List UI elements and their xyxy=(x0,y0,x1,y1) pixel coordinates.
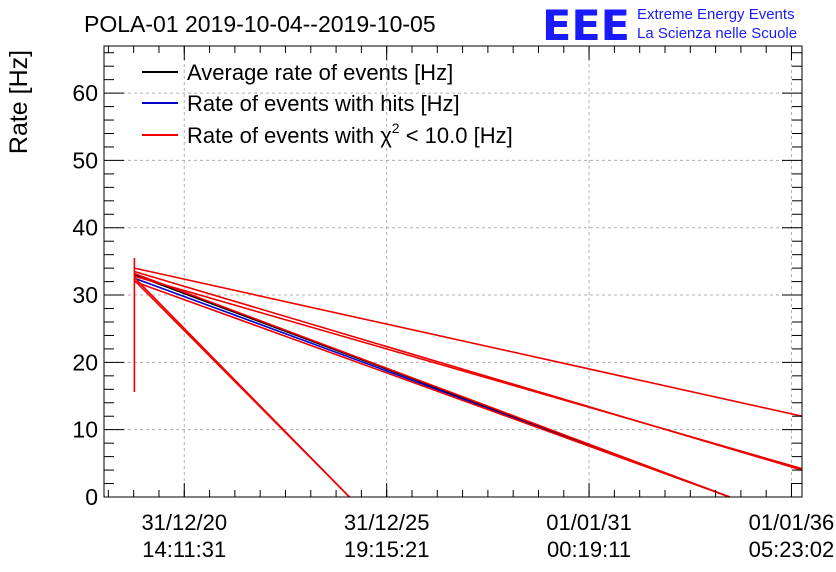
eee-logo-line2: La Scienza nelle Scuole xyxy=(637,25,797,42)
x-tick-label-date: 01/01/31 xyxy=(546,510,632,535)
y-tick-label: 0 xyxy=(85,484,98,510)
legend-chi-symbol: χ xyxy=(380,123,392,148)
eee-logo-mark: EEE xyxy=(542,1,630,50)
y-tick-labels: 0 10 20 30 40 50 60 xyxy=(72,80,98,510)
series-line-chi2-3 xyxy=(134,275,803,470)
x-tick-label-date: 31/12/25 xyxy=(344,510,430,535)
legend-chi-superscript: 2 xyxy=(392,120,400,136)
x-tick-label-date: 01/01/36 xyxy=(749,510,835,535)
plot-frame xyxy=(103,45,803,498)
eee-logo: EEE Extreme Energy Events La Scienza nel… xyxy=(542,1,797,50)
x-tick-label-date: 31/12/20 xyxy=(141,510,227,535)
y-tick-label: 60 xyxy=(72,80,98,106)
legend-label-chi2: Rate of events with χ2 < 10.0 [Hz] xyxy=(187,120,513,148)
x-tick-label-time: 05:23:02 xyxy=(749,537,835,562)
x-tick-label-time: 14:11:31 xyxy=(142,537,226,562)
series-lines xyxy=(133,258,803,498)
y-axis-label: Rate [Hz] xyxy=(5,50,33,154)
y-tick-label: 40 xyxy=(72,215,98,241)
chart-title: POLA-01 2019-10-04--2019-10-05 xyxy=(84,11,436,37)
eee-logo-line1: Extreme Energy Events xyxy=(637,6,795,23)
series-line-chi2-4 xyxy=(134,272,730,498)
y-tick-label: 10 xyxy=(72,417,98,443)
y-tick-label: 30 xyxy=(72,282,98,308)
legend-label-hits: Rate of events with hits [Hz] xyxy=(187,91,460,116)
series-line-chi2-1 xyxy=(134,267,803,417)
y-tick-label: 20 xyxy=(72,349,98,375)
legend-label-chi2-suffix: < 10.0 [Hz] xyxy=(400,123,513,148)
series-line-chi2-5 xyxy=(134,280,730,498)
y-tick-label: 50 xyxy=(72,147,98,173)
legend-label-chi2-prefix: Rate of events with xyxy=(187,123,380,148)
axis-ticks xyxy=(104,46,802,498)
legend: Average rate of events [Hz] Rate of even… xyxy=(142,60,513,148)
x-tick-label-time: 00:19:11 xyxy=(547,537,631,562)
x-tick-label-time: 19:15:21 xyxy=(344,537,430,562)
series-line-chi2-7 xyxy=(133,277,351,498)
grid-lines xyxy=(104,46,802,497)
legend-label-average: Average rate of events [Hz] xyxy=(187,60,453,85)
